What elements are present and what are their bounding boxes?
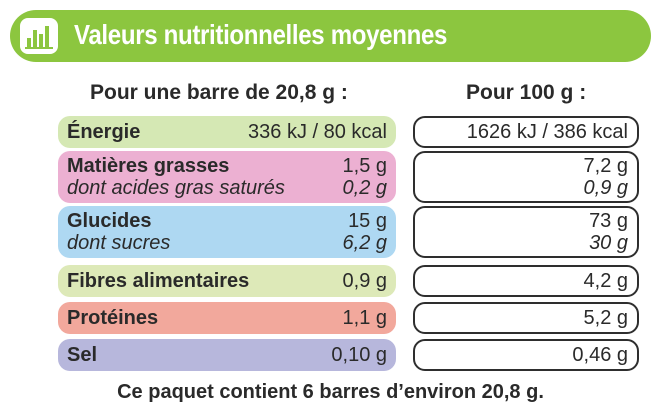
nutrient-subvalue-per-bar: 6,2 g	[342, 232, 387, 254]
row-fibres-100g: 4,2 g	[413, 265, 639, 297]
row-energie: Énergie 336 kJ / 80 kcal	[58, 116, 396, 148]
nutrient-value-per-100g: 7,2 g	[583, 155, 628, 177]
nutrient-subvalue-per-100g: 0,9 g	[583, 177, 628, 199]
nutrient-value-per-100g: 5,2 g	[583, 307, 628, 329]
column-header-per-100g: Pour 100 g :	[466, 81, 587, 104]
row-glucides-100g: 73 g 30 g	[413, 206, 639, 258]
nutrient-value-per-bar: 336 kJ / 80 kcal	[248, 121, 387, 143]
nutrient-value-per-100g: 1626 kJ / 386 kcal	[466, 121, 628, 143]
nutrient-value-per-bar: 1,1 g	[342, 307, 387, 329]
nutrient-name: Sel	[67, 344, 98, 366]
row-energie-100g: 1626 kJ / 386 kcal	[413, 116, 639, 148]
nutrient-name: Glucides	[67, 210, 152, 232]
nutrient-value-per-bar: 0,10 g	[331, 344, 387, 366]
row-glucides: Glucides 15 g dont sucres 6,2 g	[58, 206, 396, 258]
nutrient-name: Protéines	[67, 307, 159, 329]
nutrient-name: Énergie	[67, 121, 141, 143]
row-sel-100g: 0,46 g	[413, 339, 639, 371]
nutrient-value-per-bar: 0,9 g	[342, 270, 387, 292]
nutrient-name: Fibres alimentaires	[67, 270, 250, 292]
nutrient-value-per-100g: 73 g	[589, 210, 628, 232]
nutrient-value-per-bar: 1,5 g	[342, 155, 387, 177]
column-header-per-bar: Pour une barre de 20,8 g :	[90, 81, 348, 104]
nutrient-subvalue-per-bar: 0,2 g	[342, 177, 387, 199]
row-proteines-100g: 5,2 g	[413, 302, 639, 334]
page-title: Valeurs nutritionnelles moyennes	[74, 19, 448, 50]
nutrient-name: Matières grasses	[67, 155, 230, 177]
row-matieres-grasses-100g: 7,2 g 0,9 g	[413, 151, 639, 203]
nutrient-value-per-100g: 0,46 g	[572, 344, 628, 366]
nutrient-subname: dont sucres	[67, 232, 171, 254]
bar-chart-icon	[20, 18, 58, 54]
nutrient-value-per-bar: 15 g	[348, 210, 387, 232]
nutrient-subname: dont acides gras saturés	[67, 177, 285, 199]
title-banner: Valeurs nutritionnelles moyennes	[10, 10, 651, 62]
row-proteines: Protéines 1,1 g	[58, 302, 396, 334]
nutrient-subvalue-per-100g: 30 g	[589, 232, 628, 254]
package-note: Ce paquet contient 6 barres d’environ 20…	[117, 381, 544, 403]
row-sel: Sel 0,10 g	[58, 339, 396, 371]
row-fibres: Fibres alimentaires 0,9 g	[58, 265, 396, 297]
row-matieres-grasses: Matières grasses 1,5 g dont acides gras …	[58, 151, 396, 203]
nutrient-value-per-100g: 4,2 g	[583, 270, 628, 292]
